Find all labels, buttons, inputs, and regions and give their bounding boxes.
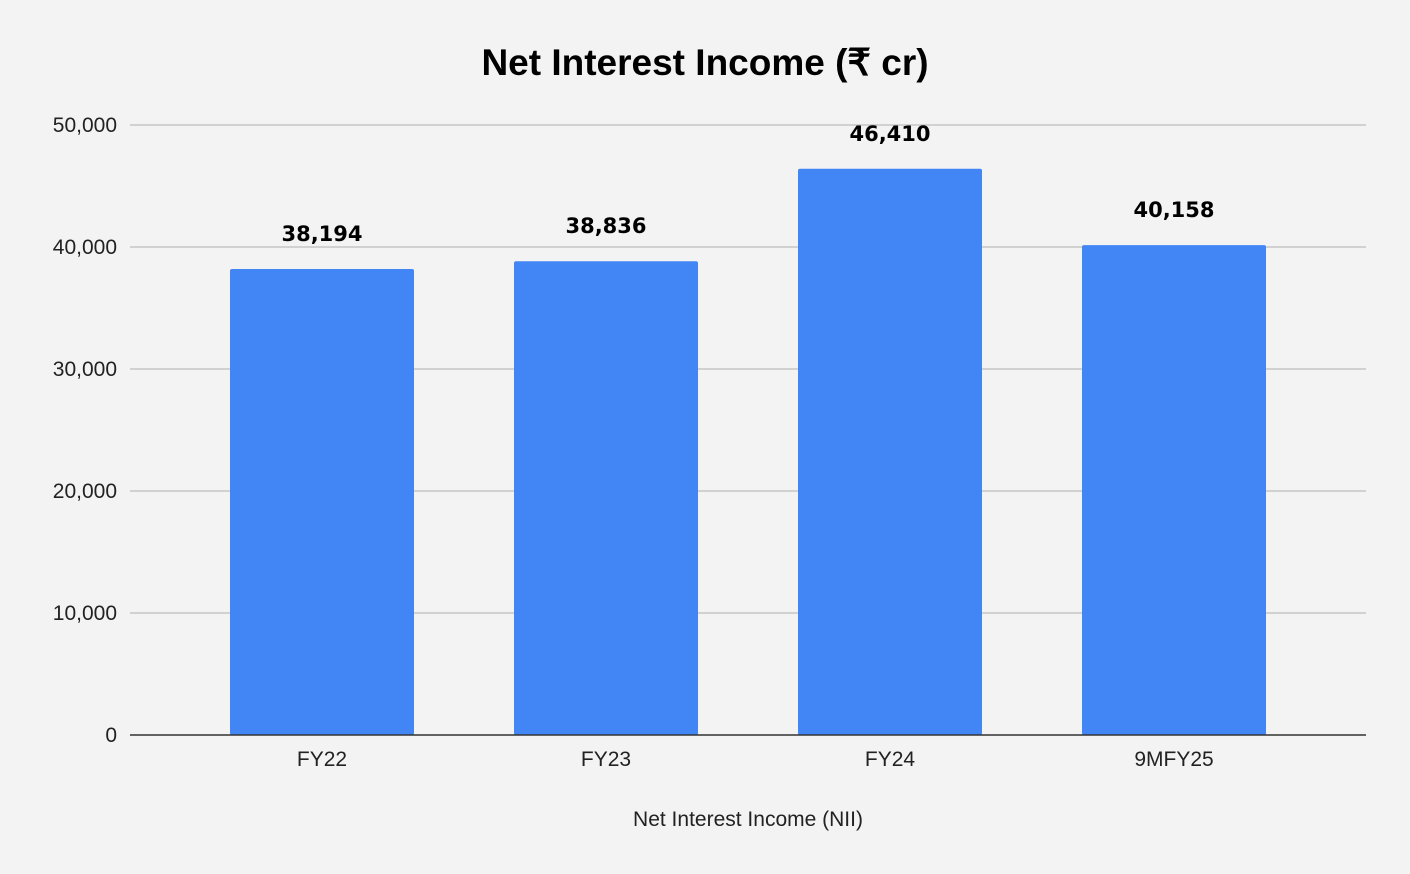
chart-title: Net Interest Income (₹ cr) [481, 42, 928, 83]
y-axis-tick-labels: 0 10,000 20,000 30,000 40,000 50,000 [53, 114, 117, 747]
y-tick-label: 30,000 [53, 358, 117, 381]
data-label-fy23: 38,836 [565, 214, 646, 238]
data-labels: 38,194 38,836 46,410 40,158 [281, 122, 1214, 246]
x-axis-category-labels: FY22 FY23 FY24 9MFY25 [297, 748, 1214, 771]
y-tick-label: 0 [105, 724, 117, 747]
data-label-fy24: 46,410 [849, 122, 930, 146]
y-tick-label: 50,000 [53, 114, 117, 137]
bar-fy23 [514, 261, 698, 735]
x-axis-title: Net Interest Income (NII) [633, 808, 863, 831]
data-label-fy22: 38,194 [281, 222, 362, 246]
x-category-label: FY22 [297, 748, 347, 771]
y-tick-label: 20,000 [53, 480, 117, 503]
x-category-label: FY23 [581, 748, 631, 771]
bars [230, 168, 1266, 736]
y-tick-label: 40,000 [53, 236, 117, 259]
bar-9mfy25 [1082, 245, 1266, 736]
y-tick-label: 10,000 [53, 602, 117, 625]
x-category-label: 9MFY25 [1134, 748, 1213, 771]
bar-fy24 [798, 168, 982, 736]
bar-fy22 [230, 269, 414, 735]
data-label-9mfy25: 40,158 [1133, 198, 1214, 222]
x-category-label: FY24 [865, 748, 916, 771]
